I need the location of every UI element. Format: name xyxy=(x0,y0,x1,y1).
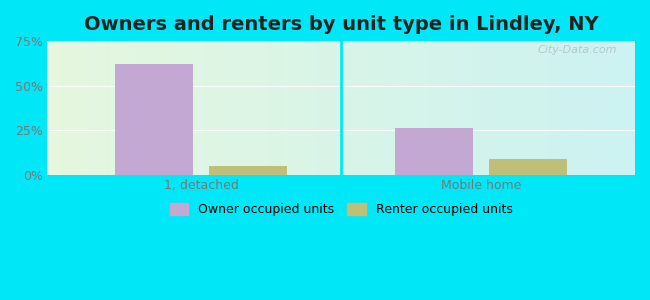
Bar xyxy=(209,166,287,175)
Legend: Owner occupied units, Renter occupied units: Owner occupied units, Renter occupied un… xyxy=(163,196,519,222)
Bar xyxy=(115,64,193,175)
Title: Owners and renters by unit type in Lindley, NY: Owners and renters by unit type in Lindl… xyxy=(84,15,599,34)
Bar xyxy=(395,128,473,175)
Bar xyxy=(489,159,567,175)
Text: City-Data.com: City-Data.com xyxy=(538,45,618,55)
